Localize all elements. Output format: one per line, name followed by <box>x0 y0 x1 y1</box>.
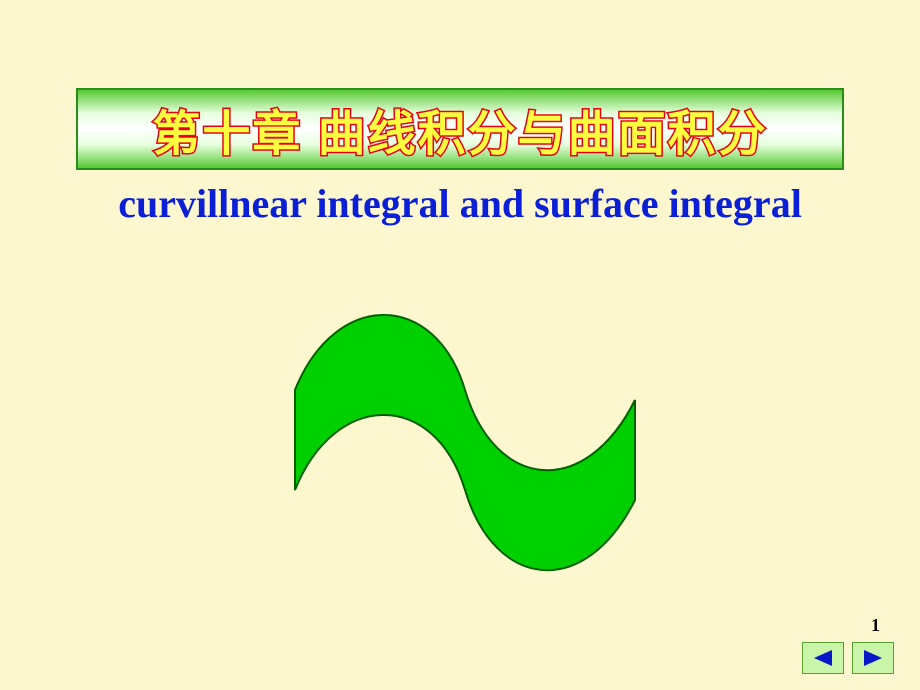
navigation-controls <box>802 642 894 674</box>
page-number: 1 <box>871 615 880 636</box>
wave-surface-illustration <box>265 270 655 600</box>
triangle-right-icon <box>862 648 884 668</box>
chapter-subtitle: curvillnear integral and surface integra… <box>0 180 920 227</box>
chapter-title-banner: 第十章 曲线积分与曲面积分 <box>76 88 844 170</box>
prev-slide-button[interactable] <box>802 642 844 674</box>
chapter-title-text: 第十章 曲线积分与曲面积分 <box>152 94 767 164</box>
next-slide-button[interactable] <box>852 642 894 674</box>
wave-path <box>295 315 635 570</box>
triangle-left-icon <box>812 648 834 668</box>
